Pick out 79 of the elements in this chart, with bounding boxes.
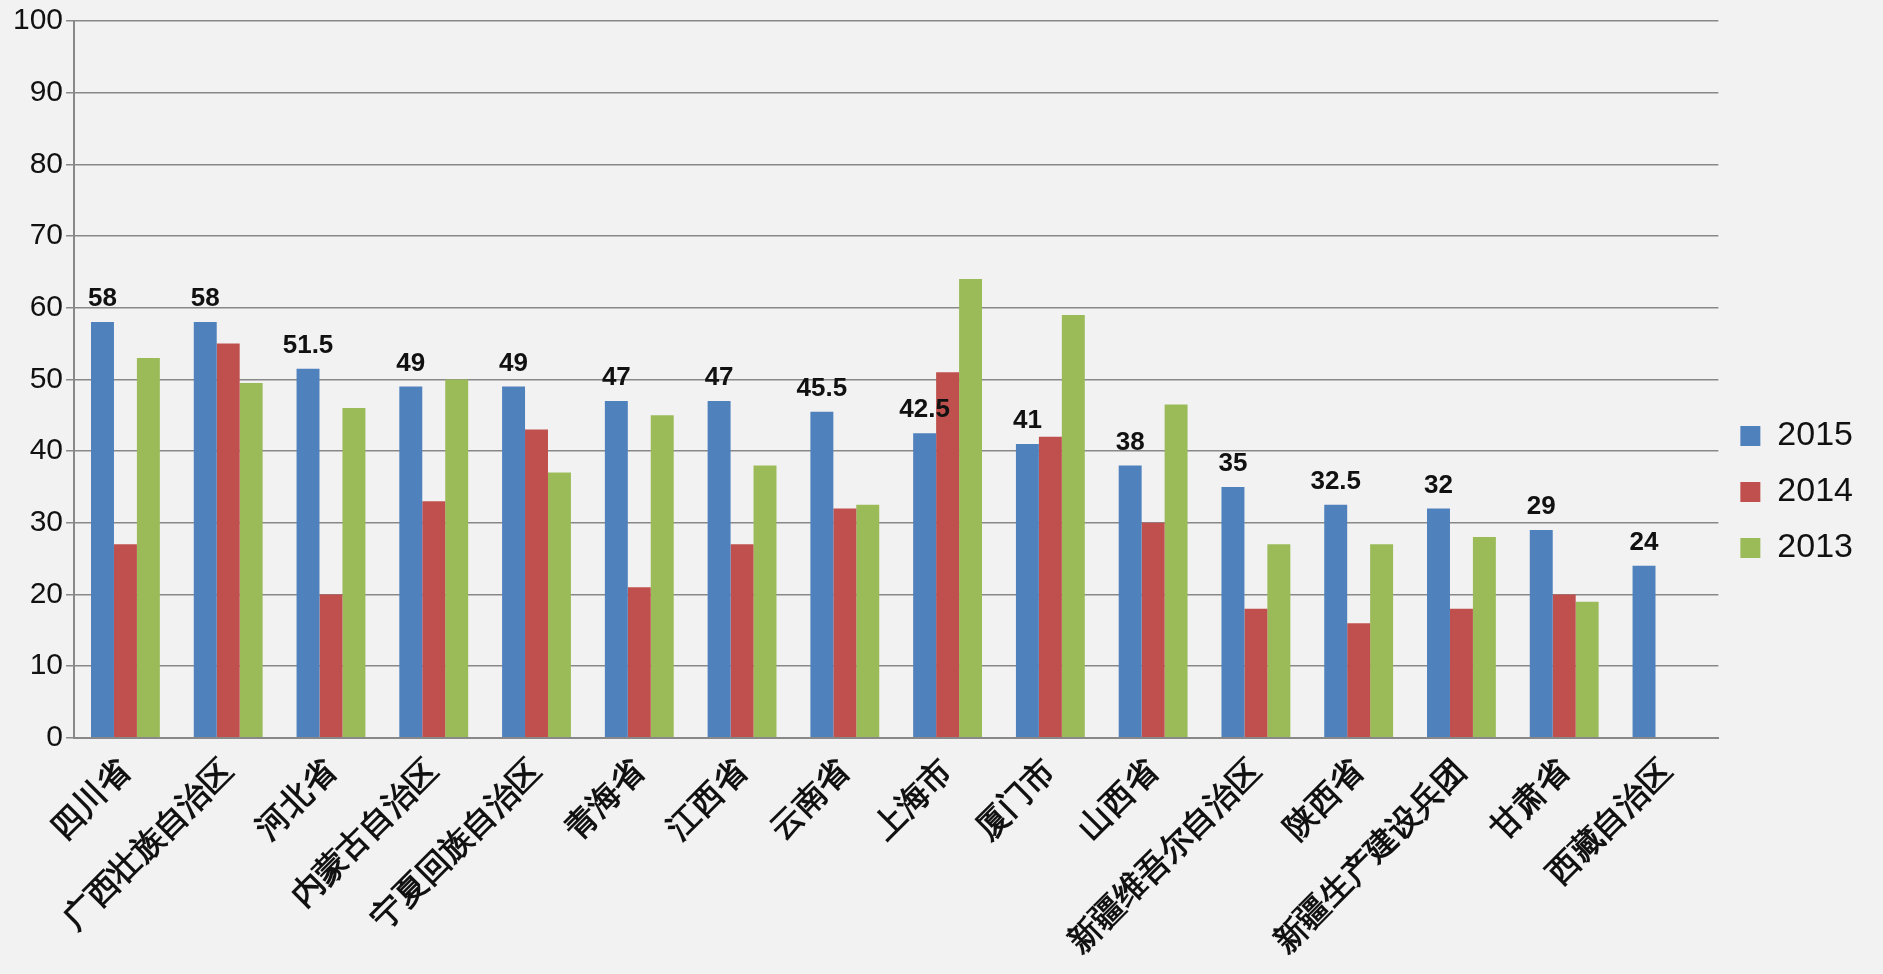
y-tick-label: 40 [29,432,64,466]
y-tick-label: 70 [29,217,64,251]
data-label: 45.5 [796,371,848,402]
y-tick-label: 0 [46,719,64,753]
y-tick-label: 100 [12,2,64,36]
x-tick-label: 江西省 [659,751,754,847]
bar [1244,608,1268,738]
bar [342,408,366,738]
bar [193,322,217,738]
bar [1061,314,1085,738]
data-label: 29 [1526,490,1556,521]
bar [547,472,571,738]
y-tick-label: 60 [29,289,64,322]
data-label: 32.5 [1310,465,1362,496]
bar [296,368,320,738]
bar [136,357,160,738]
bar [1449,608,1473,738]
bar [1015,443,1039,738]
data-label: 49 [499,346,529,377]
bar [525,429,548,738]
y-tick-label: 20 [29,575,64,609]
bar [113,544,137,738]
bar [502,386,526,738]
data-label: 41 [1012,404,1042,435]
bar [91,322,114,738]
bar [1552,594,1576,738]
data-label: 35 [1218,447,1248,478]
x-tick-label: 青海省 [556,751,652,847]
bar [1267,544,1291,738]
bar [216,343,240,738]
bar [1472,537,1496,738]
y-tick-label: 10 [29,647,64,681]
bar [730,544,754,738]
data-label: 49 [396,346,426,377]
bar [399,386,423,738]
data-label: 51.5 [282,328,334,359]
bar [1529,529,1553,738]
x-tick-label: 云南省 [762,751,857,846]
bar [1632,565,1656,738]
bar [445,379,469,738]
bar [1427,508,1450,738]
data-label: 38 [1115,425,1145,456]
bar [604,400,628,738]
data-label: 47 [601,361,631,392]
bar [1347,623,1371,738]
bar [753,465,777,738]
data-label: 47 [704,361,734,392]
bar [1118,465,1142,738]
x-tick-label: 厦门市 [967,752,1062,847]
bar [650,415,674,738]
bar [319,594,343,738]
legend-label: 2013 [1777,526,1853,565]
y-tick-label: 50 [29,360,64,394]
bar [833,508,857,738]
bar [810,411,834,738]
legend-label: 2014 [1777,470,1853,509]
bar [1164,404,1188,738]
bar [1141,522,1165,738]
bar [239,383,263,738]
bar [1370,544,1394,738]
bar [707,400,731,738]
x-tick-label: 上海市 [864,752,959,847]
bar [1324,504,1348,738]
y-tick-label: 80 [29,145,64,179]
data-label: 32 [1424,468,1453,499]
bar [913,433,937,738]
y-tick-label: 90 [29,73,64,107]
bar [627,587,651,738]
data-label: 24 [1629,525,1660,556]
bar [1575,601,1599,738]
bar [422,501,446,738]
bar [1038,436,1062,738]
data-label: 58 [190,282,220,313]
y-tick-label: 30 [29,504,64,538]
bar [856,504,880,738]
data-label: 58 [88,282,117,313]
legend-label: 2015 [1777,414,1853,453]
bar [959,279,983,738]
bar [1221,486,1245,738]
